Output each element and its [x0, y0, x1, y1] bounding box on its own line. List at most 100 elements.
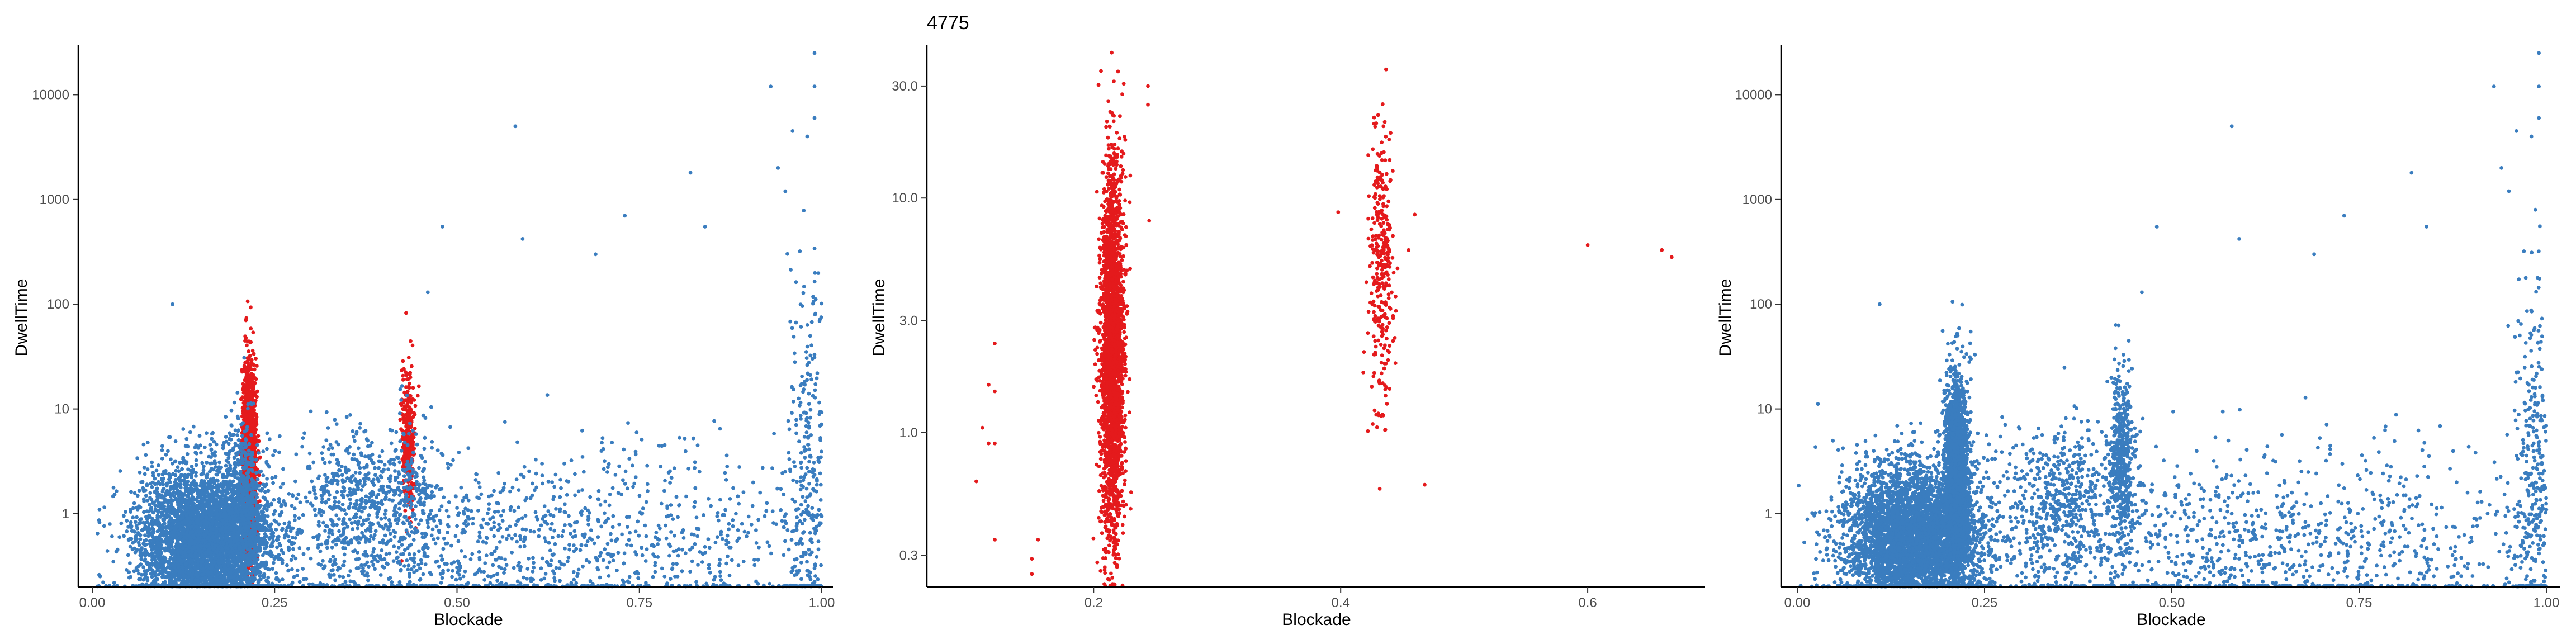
data-point — [258, 499, 262, 503]
data-point — [279, 504, 283, 509]
data-point — [400, 457, 405, 461]
data-point — [208, 461, 212, 466]
data-point — [408, 397, 412, 401]
data-point — [416, 384, 421, 389]
data-point — [250, 394, 254, 399]
data-point — [240, 370, 244, 374]
data-point — [114, 489, 119, 493]
data-point — [254, 413, 258, 416]
data-point — [135, 569, 140, 573]
data-point — [142, 466, 146, 470]
data-point — [143, 472, 147, 476]
data-point — [411, 415, 415, 419]
data-point — [244, 318, 248, 323]
data-point — [249, 305, 253, 310]
data-point — [411, 386, 415, 390]
data-point — [245, 394, 249, 398]
data-point — [280, 528, 284, 532]
data-point — [169, 457, 173, 462]
data-point — [405, 377, 409, 381]
data-point — [400, 368, 404, 372]
data-point — [252, 352, 256, 356]
data-point — [194, 474, 198, 478]
data-point — [240, 395, 245, 399]
data-point — [404, 370, 408, 374]
data-point — [161, 482, 165, 486]
data-point — [257, 439, 261, 443]
data-point — [111, 560, 116, 564]
data-point — [208, 443, 212, 447]
data-point — [128, 544, 132, 549]
data-point — [256, 434, 261, 438]
data-point — [249, 373, 254, 377]
data-point — [242, 401, 247, 406]
data-point — [210, 437, 214, 441]
data-point — [415, 394, 420, 398]
data-point — [254, 418, 258, 422]
data-point — [97, 508, 102, 512]
data-point — [157, 473, 161, 477]
data-point — [144, 453, 148, 457]
data-point — [243, 367, 247, 371]
data-point — [403, 509, 408, 513]
data-point — [122, 534, 126, 538]
data-point — [331, 555, 335, 558]
data-point — [403, 398, 408, 402]
data-point — [245, 359, 249, 364]
data-point — [248, 381, 252, 385]
data-point — [253, 391, 257, 395]
data-point — [295, 574, 299, 578]
data-point — [404, 422, 409, 426]
data-point — [401, 359, 405, 363]
data-point — [401, 407, 405, 411]
data-point — [248, 415, 253, 420]
data-point — [401, 373, 405, 378]
data-point — [404, 405, 408, 409]
data-point — [217, 460, 221, 465]
data-point — [243, 412, 247, 416]
data-point — [281, 482, 285, 486]
data-point — [270, 544, 274, 548]
data-point — [250, 348, 255, 353]
data-point — [247, 364, 251, 368]
data-point — [404, 311, 408, 315]
data-point — [209, 447, 214, 452]
data-point — [131, 515, 135, 520]
data-point — [243, 383, 248, 388]
data-point — [247, 349, 251, 353]
data-point — [410, 343, 415, 348]
data-point — [298, 500, 302, 504]
data-point — [245, 419, 249, 423]
data-point — [197, 434, 202, 438]
data-point — [199, 451, 203, 455]
data-point — [156, 496, 160, 500]
data-point — [168, 480, 172, 484]
data-point — [411, 432, 415, 436]
data-point — [409, 436, 413, 441]
data-point — [124, 510, 127, 514]
data-point — [289, 558, 293, 562]
data-point — [401, 416, 405, 420]
data-point — [275, 545, 279, 550]
data-point — [249, 411, 254, 415]
data-point — [255, 364, 259, 368]
data-point — [412, 447, 416, 451]
data-point — [409, 400, 413, 405]
data-point — [176, 465, 180, 470]
data-point — [124, 568, 129, 572]
data-point — [252, 363, 256, 367]
data-point — [164, 484, 169, 488]
data-point — [406, 356, 411, 360]
data-point — [254, 357, 258, 361]
data-point — [132, 569, 136, 574]
data-point — [205, 431, 209, 435]
data-point — [409, 339, 413, 343]
data-point — [251, 330, 255, 335]
data-point — [245, 299, 250, 304]
data-point — [243, 334, 248, 339]
data-point — [408, 375, 413, 380]
data-point — [277, 497, 281, 501]
data-point — [253, 381, 257, 385]
